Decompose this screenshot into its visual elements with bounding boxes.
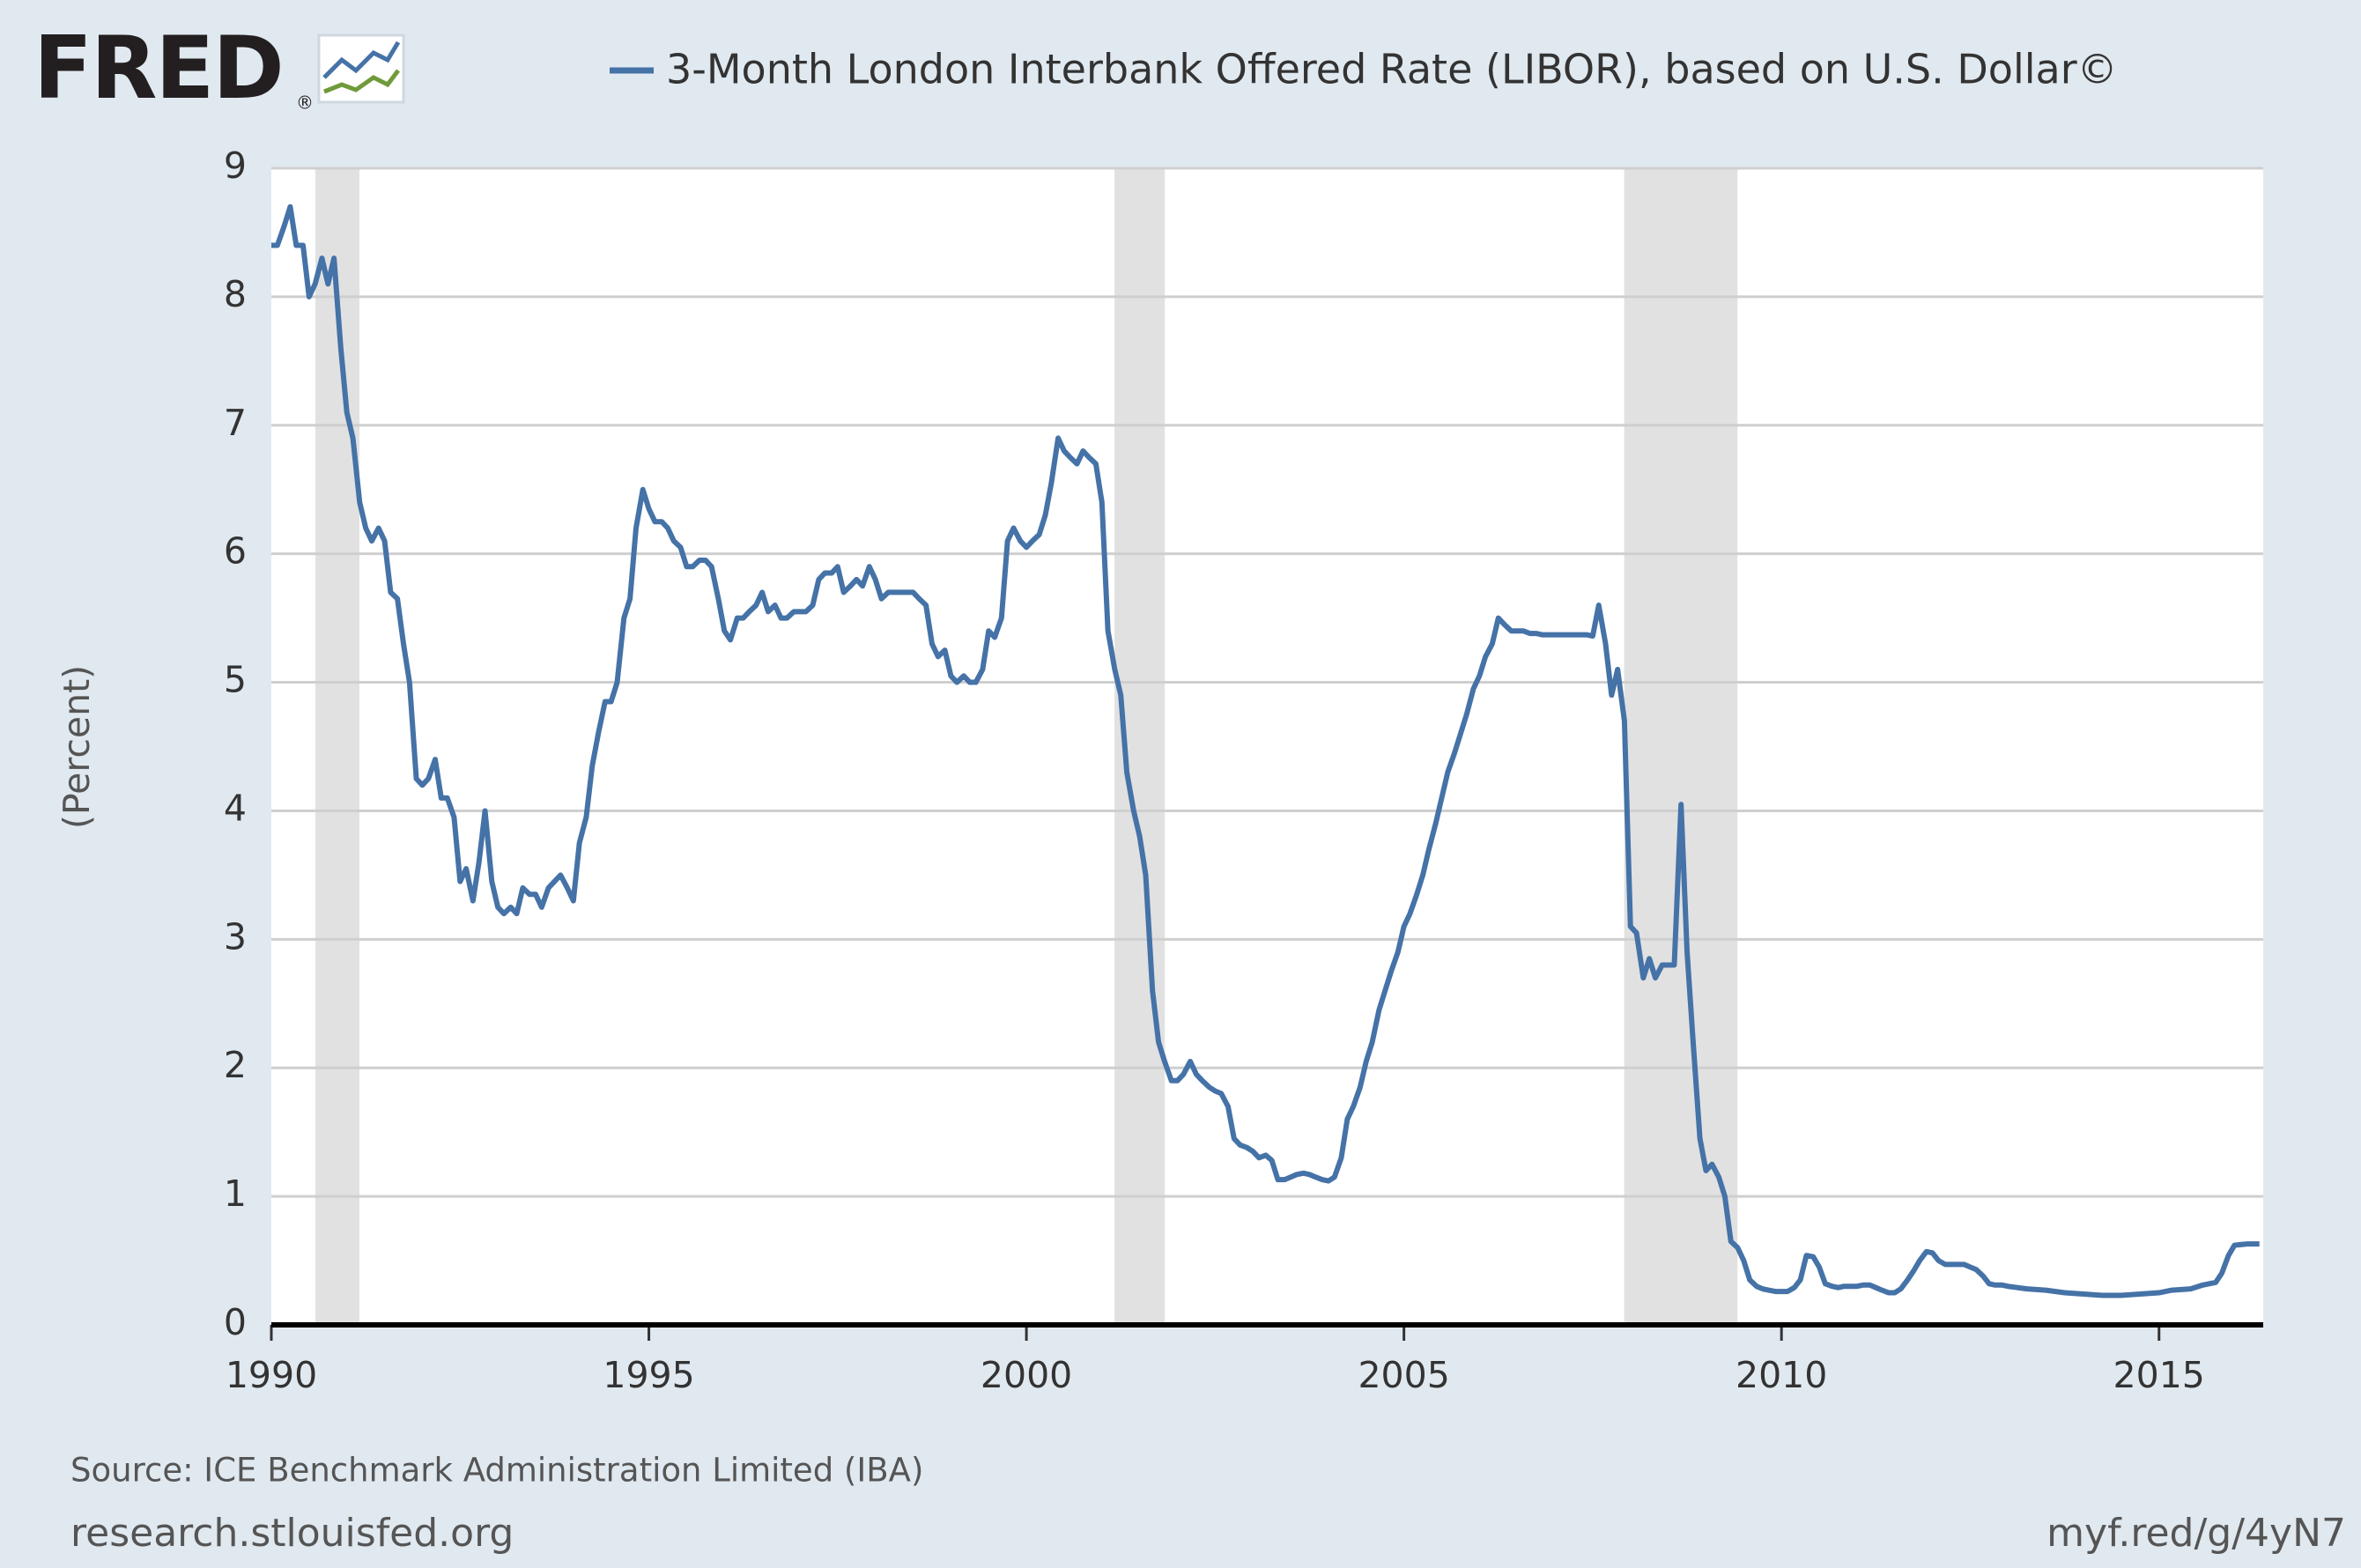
x-tick-label: 2010 [1736,1354,1827,1396]
plot-area [271,168,2263,1325]
y-tick-label: 4 [224,787,247,829]
y-tick-label: 0 [224,1301,247,1343]
recession-shade [1114,168,1166,1325]
x-tick-label: 2015 [2113,1354,2205,1396]
logo-mark: ® [296,92,314,114]
footer-left: research.stlouisfed.org [70,1511,514,1556]
logo: FRED [33,18,283,119]
x-tick-label: 1995 [603,1354,694,1396]
y-tick-label: 9 [224,144,247,187]
x-tick-label: 2000 [981,1354,1072,1396]
y-tick-label: 3 [224,915,247,958]
x-tick-label: 1990 [226,1354,317,1396]
logo-icon [317,33,405,104]
recession-shade [315,168,360,1325]
y-axis-label: (Percent) [56,665,98,829]
recession-shade [1624,168,1738,1325]
source-note: Source: ICE Benchmark Administration Lim… [70,1452,923,1490]
data-line [271,203,2260,1298]
y-tick-label: 7 [224,402,247,444]
y-tick-label: 2 [224,1044,247,1086]
footer-right: myf.red/g/4yN7 [2046,1511,2346,1556]
x-tick-label: 2005 [1358,1354,1449,1396]
legend-label: 3-Month London Interbank Offered Rate (L… [666,46,2118,93]
y-tick-label: 1 [224,1172,247,1215]
y-tick-label: 8 [224,273,247,315]
y-tick-label: 5 [224,659,247,701]
y-tick-label: 6 [224,530,247,573]
